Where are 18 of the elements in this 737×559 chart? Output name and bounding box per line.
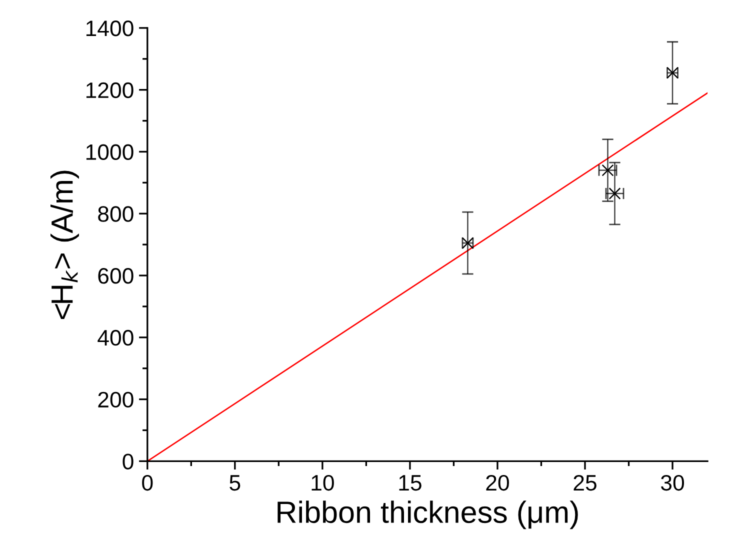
y-tick-label: 600 bbox=[98, 268, 134, 284]
x-tick-label: 20 bbox=[486, 474, 509, 491]
y-tick-label: 1000 bbox=[86, 144, 134, 160]
y-tick-label: 0 bbox=[122, 454, 134, 470]
x-tick-label: 30 bbox=[661, 474, 684, 491]
x-tick-label: 25 bbox=[574, 474, 596, 491]
x-tick-label: 0 bbox=[142, 474, 153, 491]
y-tick-label: 800 bbox=[98, 206, 134, 222]
y-tick-label: 200 bbox=[98, 392, 134, 408]
x-axis-title: Ribbon thickness (μm) bbox=[278, 500, 578, 530]
y-tick-label: 1400 bbox=[86, 20, 134, 36]
y-tick-label: 400 bbox=[98, 330, 134, 346]
y-axis-title: <H$_{k}$> (A/m) bbox=[50, 170, 79, 319]
x-tick-label: 10 bbox=[312, 474, 334, 491]
point bbox=[602, 164, 614, 176]
x-tick-label: 15 bbox=[399, 475, 422, 491]
x-tick-label: 5 bbox=[230, 475, 240, 491]
y-tick-label: 1200 bbox=[86, 82, 134, 98]
